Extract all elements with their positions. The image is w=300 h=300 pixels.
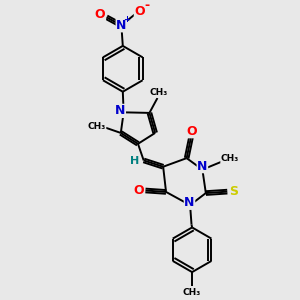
Text: CH₃: CH₃ — [221, 154, 239, 163]
Text: CH₃: CH₃ — [88, 122, 106, 130]
Text: N: N — [197, 160, 208, 173]
Text: +: + — [123, 15, 130, 24]
Text: O: O — [134, 5, 145, 18]
Text: O: O — [95, 8, 106, 21]
Text: S: S — [229, 185, 238, 198]
Text: H: H — [130, 156, 139, 166]
Text: N: N — [115, 104, 125, 117]
Text: -: - — [145, 0, 150, 12]
Text: CH₃: CH₃ — [183, 288, 201, 297]
Text: O: O — [134, 184, 144, 197]
Text: N: N — [184, 196, 195, 209]
Text: O: O — [187, 125, 197, 138]
Text: CH₃: CH₃ — [150, 88, 168, 98]
Text: N: N — [116, 19, 127, 32]
